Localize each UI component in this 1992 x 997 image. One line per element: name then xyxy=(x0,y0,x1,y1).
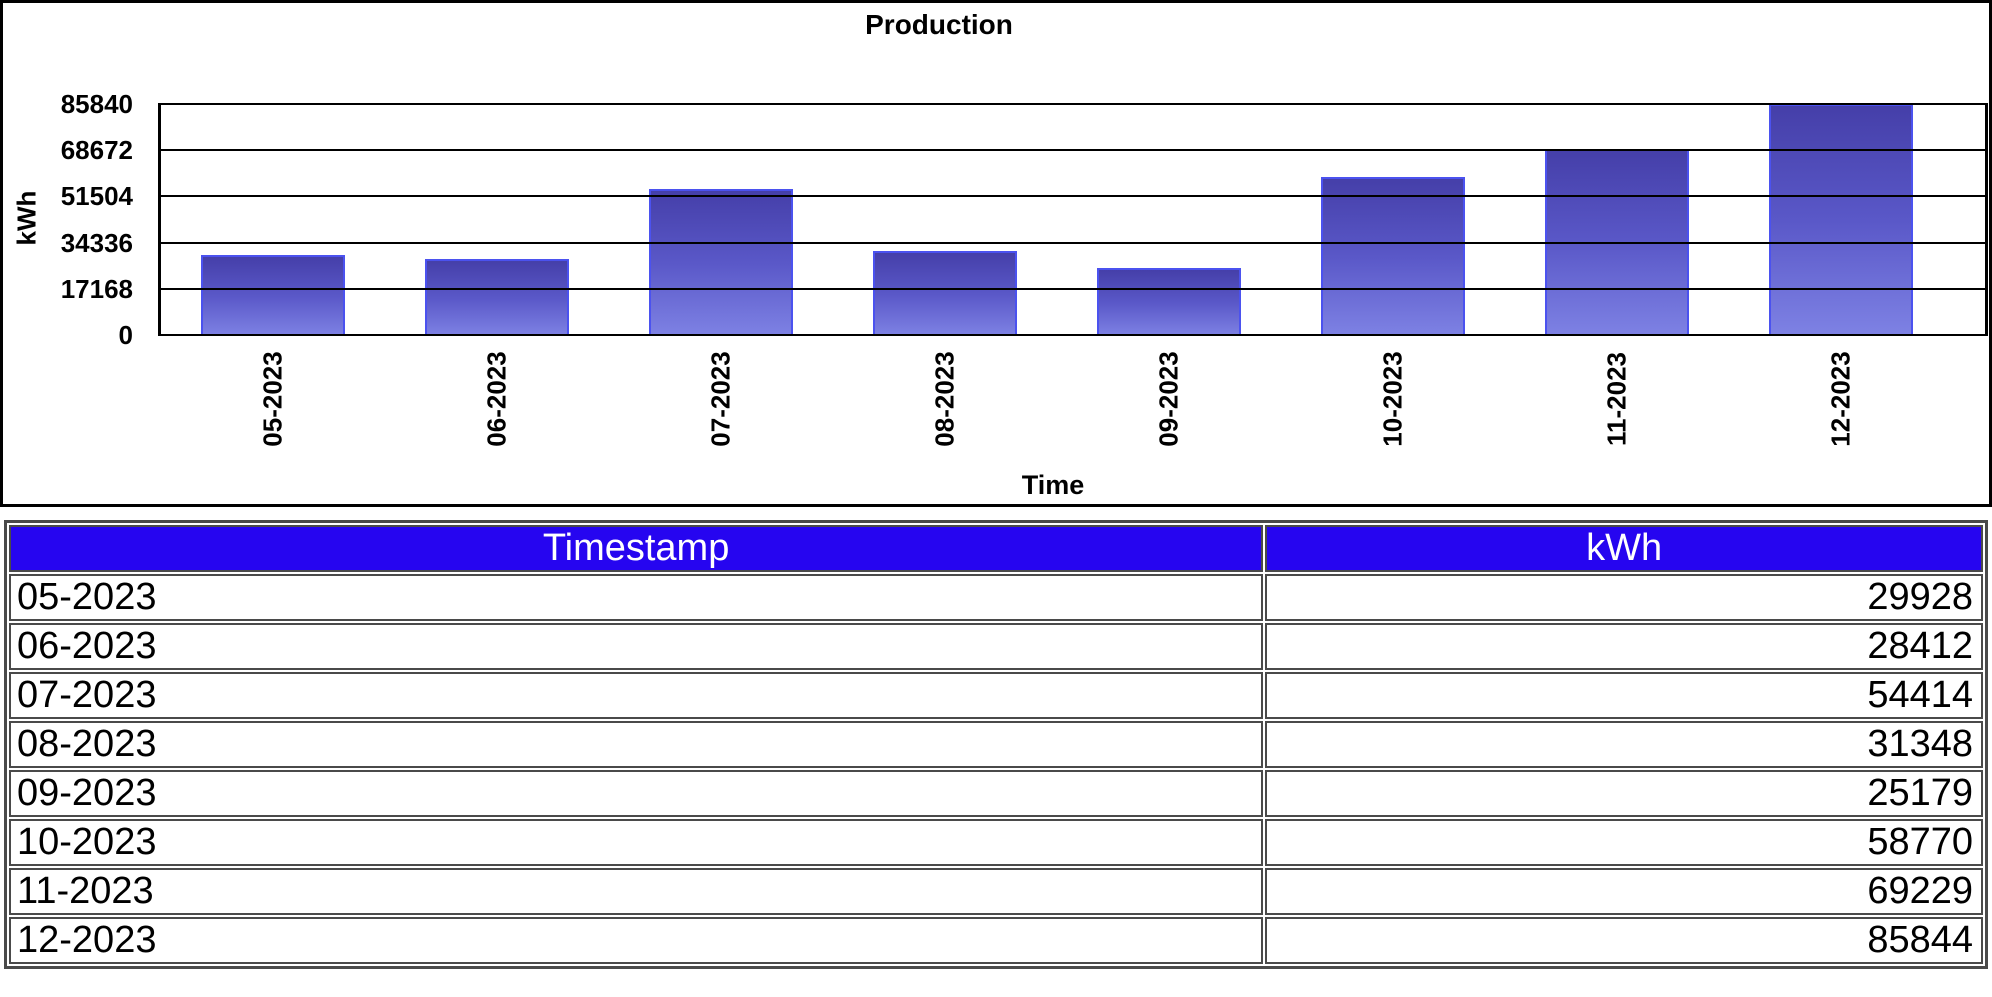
table-row: 12-2023 85844 xyxy=(9,917,1983,964)
production-data-table: Timestamp kWh 05-2023 29928 06-2023 28412 07… xyxy=(4,520,1988,969)
cell-kwh: 28412 xyxy=(1265,623,1983,670)
bar-10-2023 xyxy=(1321,177,1465,336)
table-row: 05-2023 29928 xyxy=(9,574,1983,621)
y-tick-label: 85840 xyxy=(60,89,133,119)
x-tick-label: 05-2023 xyxy=(257,351,288,447)
cell-timestamp: 11-2023 xyxy=(9,868,1264,915)
cell-timestamp: 05-2023 xyxy=(9,574,1264,621)
y-tick-label: 51504 xyxy=(60,181,133,211)
cell-kwh: 58770 xyxy=(1265,819,1983,866)
bar-12-2023 xyxy=(1769,104,1913,336)
cell-kwh: 29928 xyxy=(1265,574,1983,621)
gridline-0 xyxy=(161,334,1985,336)
header-timestamp: Timestamp xyxy=(9,525,1264,572)
cell-timestamp: 12-2023 xyxy=(9,917,1264,964)
x-axis-tick-labels: 05-2023 06-2023 07-2023 08-2023 09-2023 10-20… xyxy=(161,346,1953,458)
table-row: 07-2023 54414 xyxy=(9,672,1983,719)
bar-09-2023 xyxy=(1097,268,1241,336)
bar-08-2023 xyxy=(873,251,1017,336)
table-row: 10-2023 58770 xyxy=(9,819,1983,866)
table-row: 08-2023 31348 xyxy=(9,721,1983,768)
table-row: 09-2023 25179 xyxy=(9,770,1983,817)
table-header-row: Timestamp kWh xyxy=(9,525,1983,572)
cell-kwh: 69229 xyxy=(1265,868,1983,915)
x-tick-label: 06-2023 xyxy=(481,351,512,447)
gridline-34336 xyxy=(161,242,1985,244)
gridline-51504 xyxy=(161,195,1985,197)
x-tick-label: 12-2023 xyxy=(1825,351,1856,447)
table-row: 11-2023 69229 xyxy=(9,868,1983,915)
x-tick-label: 07-2023 xyxy=(705,351,736,447)
x-tick-label: 11-2023 xyxy=(1601,352,1632,446)
y-tick-label: 0 xyxy=(118,320,133,350)
x-tick-label: 08-2023 xyxy=(929,351,960,447)
bar-07-2023 xyxy=(649,189,793,336)
cell-timestamp: 08-2023 xyxy=(9,721,1264,768)
cell-timestamp: 06-2023 xyxy=(9,623,1264,670)
y-tick-label: 34336 xyxy=(60,228,133,258)
cell-kwh: 31348 xyxy=(1265,721,1983,768)
gridline-85840 xyxy=(161,103,1985,105)
cell-kwh: 85844 xyxy=(1265,917,1983,964)
cell-kwh: 54414 xyxy=(1265,672,1983,719)
y-tick-label: 68672 xyxy=(60,135,133,165)
bar-06-2023 xyxy=(425,259,569,336)
cell-timestamp: 09-2023 xyxy=(9,770,1264,817)
cell-kwh: 25179 xyxy=(1265,770,1983,817)
gridline-17168 xyxy=(161,288,1985,290)
chart-title: Production xyxy=(865,9,1013,40)
y-axis-tick-labels: 85840 68672 51504 34336 17168 0 xyxy=(3,91,133,348)
header-kwh: kWh xyxy=(1265,525,1983,572)
cell-timestamp: 10-2023 xyxy=(9,819,1264,866)
x-tick-label: 10-2023 xyxy=(1377,351,1408,447)
production-bar-chart: Production kWh 85840 68672 51504 34336 17168… xyxy=(0,0,1992,507)
x-tick-label: 09-2023 xyxy=(1153,351,1184,447)
x-axis-label: Time xyxy=(1021,470,1085,500)
y-tick-label: 17168 xyxy=(60,274,133,304)
bar-05-2023 xyxy=(201,255,345,336)
bars-row xyxy=(161,103,1953,336)
cell-timestamp: 07-2023 xyxy=(9,672,1264,719)
gridline-68672 xyxy=(161,149,1985,151)
plot-area xyxy=(158,103,1988,336)
table-row: 06-2023 28412 xyxy=(9,623,1983,670)
